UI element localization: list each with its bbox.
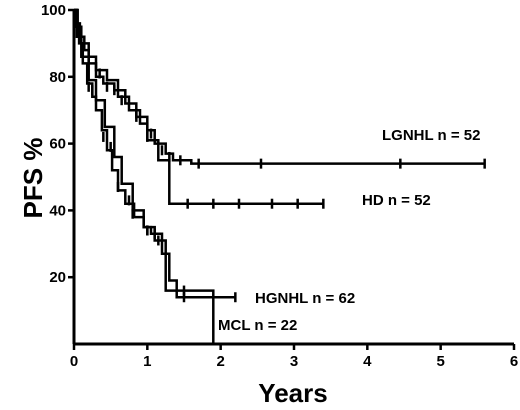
x-tick-label: 5 [436,353,444,370]
x-tick-label: 0 [70,353,78,370]
x-tick-label: 3 [290,353,298,370]
y-axis: 20 40 60 80 100 [41,2,76,344]
y-tick-label: 100 [41,2,66,19]
series-hgnhl-curve [74,8,236,299]
y-tick-label: 40 [49,202,66,219]
y-tick-label: 80 [49,69,66,86]
x-axis-title: Years [258,378,327,408]
series-lgnhl-curve [74,8,485,165]
y-tick-label: 60 [49,136,66,153]
series-group [74,8,486,344]
series-lgnhl-label: LGNHL n = 52 [382,127,481,144]
x-tick-label: 4 [363,353,372,370]
x-tick-label: 6 [510,353,518,370]
x-tick-label: 1 [143,353,151,370]
series-hd-curve [74,8,324,205]
series-hgnhl-label: HGNHL n = 62 [255,290,355,307]
x-axis: 0 1 2 3 4 5 6 [70,342,518,370]
series-hd-label: HD n = 52 [362,192,431,209]
y-axis-title: PFS % [18,138,48,219]
series-mcl-curve [74,8,215,344]
x-tick-label: 2 [216,353,224,370]
labels-group: LGNHL n = 52 HD n = 52 HGNHL n = 62 MCL n =… [218,127,481,334]
y-tick-label: 20 [49,269,66,286]
series-mcl-label: MCL n = 22 [218,317,297,334]
